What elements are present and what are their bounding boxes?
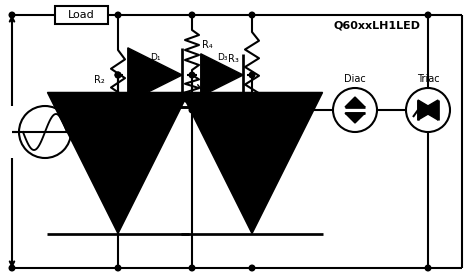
Text: 0.1μF: 0.1μF [208, 104, 231, 113]
Polygon shape [345, 97, 365, 107]
Circle shape [9, 265, 15, 271]
Text: 120VAC
60Hz: 120VAC 60Hz [79, 116, 117, 138]
Circle shape [115, 72, 121, 78]
Circle shape [249, 72, 255, 78]
Circle shape [249, 265, 255, 271]
Circle shape [189, 265, 195, 271]
Text: Load: Load [68, 10, 95, 20]
Text: Triac: Triac [417, 74, 439, 84]
Circle shape [115, 265, 121, 271]
Text: D₄: D₄ [257, 158, 267, 167]
Text: C₁: C₁ [208, 94, 218, 102]
Circle shape [249, 12, 255, 18]
Text: R₄: R₄ [202, 40, 213, 50]
Circle shape [189, 107, 195, 113]
Polygon shape [201, 54, 243, 96]
Text: Diac: Diac [344, 74, 366, 84]
Bar [55, 6, 108, 24]
Text: R₂: R₂ [94, 74, 105, 85]
Circle shape [189, 72, 195, 78]
Circle shape [425, 12, 431, 18]
Text: D₃: D₃ [217, 53, 227, 62]
Polygon shape [128, 48, 182, 102]
Circle shape [115, 12, 121, 18]
Polygon shape [182, 92, 322, 234]
Polygon shape [418, 100, 435, 120]
Circle shape [9, 12, 15, 18]
Polygon shape [345, 113, 365, 123]
Circle shape [249, 107, 255, 113]
Text: D₁: D₁ [150, 53, 160, 62]
Circle shape [189, 12, 195, 18]
Text: R₃: R₃ [228, 54, 239, 64]
Text: D₂: D₂ [102, 158, 113, 167]
Circle shape [115, 72, 121, 78]
Polygon shape [421, 100, 438, 120]
Text: Q60xxLH1LED: Q60xxLH1LED [333, 20, 420, 30]
Text: R₁: R₁ [202, 90, 213, 99]
Polygon shape [47, 92, 189, 234]
Circle shape [425, 265, 431, 271]
